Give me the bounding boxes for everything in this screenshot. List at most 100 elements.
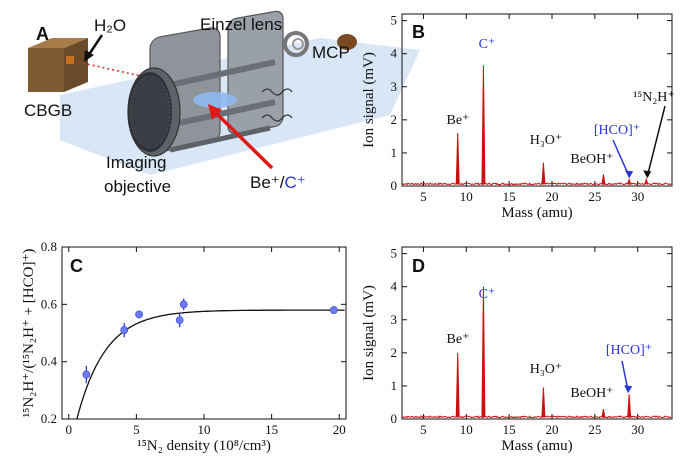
- chart-c-fit-curve: [76, 309, 345, 420]
- imaging-label-2: objective: [104, 177, 171, 196]
- chart-b-peak-arrow: [646, 105, 666, 177]
- chart-c-data-point: [120, 326, 129, 335]
- chart-b-peak-arrowhead: [625, 170, 634, 179]
- chart-b-xtick-label: 25: [588, 189, 601, 204]
- chart-c-xtick-label: 10: [198, 422, 211, 437]
- chart-c-ytick-label: 0.4: [41, 354, 58, 369]
- einzel-lens-label: Einzel lens: [200, 15, 282, 34]
- h2o-label: H₂O: [94, 16, 126, 35]
- chart-d-peak-label: Be⁺: [447, 332, 470, 347]
- imaging-label-1: Imaging: [106, 153, 166, 172]
- chart-d-ytick-label: 0: [391, 411, 398, 426]
- chart-c-data-point: [329, 306, 338, 314]
- ion-arrowhead: [208, 104, 222, 120]
- chart-d-xtick-label: 20: [546, 422, 559, 437]
- chart-c-xtick-label: 20: [333, 422, 346, 437]
- chart-d-peak: [627, 394, 632, 418]
- chart-d-peak-label: C⁺: [479, 287, 496, 302]
- chart-b-xtick-label: 15: [503, 189, 516, 204]
- chart-c-xtick-label: 5: [133, 422, 140, 437]
- chart-c-xtick-label: 0: [66, 422, 73, 437]
- chart-d-peak-label: H₃O⁺: [530, 362, 563, 377]
- chart-c-data-point: [135, 310, 143, 319]
- chart-d-ylabel: Ion signal (mV): [361, 285, 377, 381]
- chart-d-ytick-label: 2: [391, 345, 398, 360]
- chart-d-peak: [601, 408, 606, 418]
- chart-b-xtick-label: 20: [546, 189, 559, 204]
- chart-d-xtick-label: 30: [631, 422, 644, 437]
- chart-d-peak-label: [HCO]⁺: [606, 343, 652, 358]
- mcp-detector: [337, 34, 357, 50]
- chart-c-ytick-label: 0.8: [41, 239, 57, 254]
- chart-d-plot-frame: [401, 246, 673, 420]
- chart-d-peak: [455, 352, 460, 418]
- panel-b-label: B: [412, 22, 425, 42]
- chart-b-ytick-label: 2: [391, 112, 398, 127]
- chart-b-peak: [541, 162, 546, 185]
- chart-d-xlabel: Mass (amu): [501, 438, 572, 454]
- chart-c-ytick-label: 0.2: [41, 411, 57, 426]
- panel-c-label: C: [70, 256, 83, 276]
- chart-d-mass-spectrum: 5 10 15 20 25 30 0 1 2 3 4 5 Mass (amu) Ion signal (m…: [361, 246, 673, 454]
- cbgb-label: CBGB: [24, 101, 72, 120]
- chart-b-ytick-label: 4: [391, 46, 398, 61]
- chart-b-baseline-trace: [401, 182, 672, 186]
- chart-b-peak-arrow: [612, 139, 630, 177]
- ion-arrow: [213, 110, 274, 170]
- chart-b-mass-spectrum: 5 10 15 20 25 30 0 1 2 3 4 5 Mass (amu) Ion signal (m…: [361, 13, 675, 221]
- chart-c-xtick-label: 15: [265, 422, 278, 437]
- molecular-beam: [77, 61, 151, 79]
- chart-b-ytick-label: 1: [391, 145, 398, 160]
- chart-d-ytick-label: 4: [391, 279, 398, 294]
- chart-d-baseline-trace: [401, 415, 672, 419]
- ion-label: Be⁺/C⁺: [250, 173, 306, 192]
- chart-b-peak: [455, 133, 460, 185]
- chart-c-plot-frame: [61, 246, 347, 420]
- chart-b-peak-label: C⁺: [479, 37, 496, 52]
- chart-d-peak-label: BeOH⁺: [570, 386, 613, 401]
- chart-b-peak: [627, 177, 632, 185]
- chart-b-ytick-label: 5: [391, 13, 398, 28]
- chart-d-xtick-label: 15: [503, 422, 516, 437]
- chart-b-peak-label: BeOH⁺: [570, 152, 613, 167]
- chart-c-ytick-label: 0.6: [41, 296, 58, 311]
- chart-c-ratio-vs-density: 0 5 10 15 20 0.2 0.4 0.6 0.8 ¹⁵N₂ density (10⁸/cm…: [21, 239, 347, 454]
- chart-b-peak-label: [HCO]⁺: [594, 123, 640, 138]
- panel-d-label: D: [412, 256, 425, 276]
- chart-d-xtick-label: 10: [460, 422, 473, 437]
- chart-b-plot-frame: [401, 13, 673, 187]
- chart-b-peak: [644, 177, 649, 185]
- mcp-label: MCP: [312, 43, 350, 62]
- be-ion-label: Be⁺/: [250, 173, 285, 192]
- chart-b-peak-label: Be⁺: [447, 113, 470, 128]
- chart-b-peak: [481, 65, 486, 185]
- chart-d-ytick-label: 3: [391, 312, 398, 327]
- chart-d-peak: [541, 387, 546, 418]
- h2o-arrowhead: [84, 50, 94, 62]
- chart-d-xtick-label: 5: [420, 422, 427, 437]
- panel-a-label: A: [36, 24, 49, 44]
- chart-b-xtick-label: 10: [460, 189, 473, 204]
- chart-c-data-point: [179, 300, 188, 309]
- chart-b-ytick-label: 0: [391, 178, 398, 193]
- chart-d-ytick-label: 5: [391, 246, 398, 261]
- chart-b-peak-label: H₃O⁺: [530, 133, 563, 148]
- chart-b-xtick-label: 30: [631, 189, 644, 204]
- chart-b-peak-label: ¹⁵N₂H⁺: [633, 90, 675, 105]
- einzel-lens: [149, 10, 309, 153]
- chart-d-peak: [481, 286, 486, 418]
- chart-b-xlabel: Mass (amu): [501, 205, 572, 221]
- chart-b-ylabel: Ion signal (mV): [361, 52, 377, 148]
- chart-b-peak: [601, 174, 606, 185]
- chart-c-data-point: [82, 370, 91, 379]
- imaging-objective: [127, 67, 181, 157]
- chart-d-xtick-label: 25: [588, 422, 601, 437]
- c-ion-label: C⁺: [285, 173, 306, 192]
- chart-c-xlabel: ¹⁵N₂ density (10⁸/cm³): [137, 438, 271, 454]
- chart-b-peak-arrowhead: [643, 170, 652, 179]
- chart-d-ytick-label: 1: [391, 378, 398, 393]
- panel-a-schematic: A H₂O Einzel lens MCP CBGB Imaging objec…: [24, 10, 420, 196]
- cbgb-box: [28, 38, 88, 92]
- chart-c-data-point: [175, 316, 184, 325]
